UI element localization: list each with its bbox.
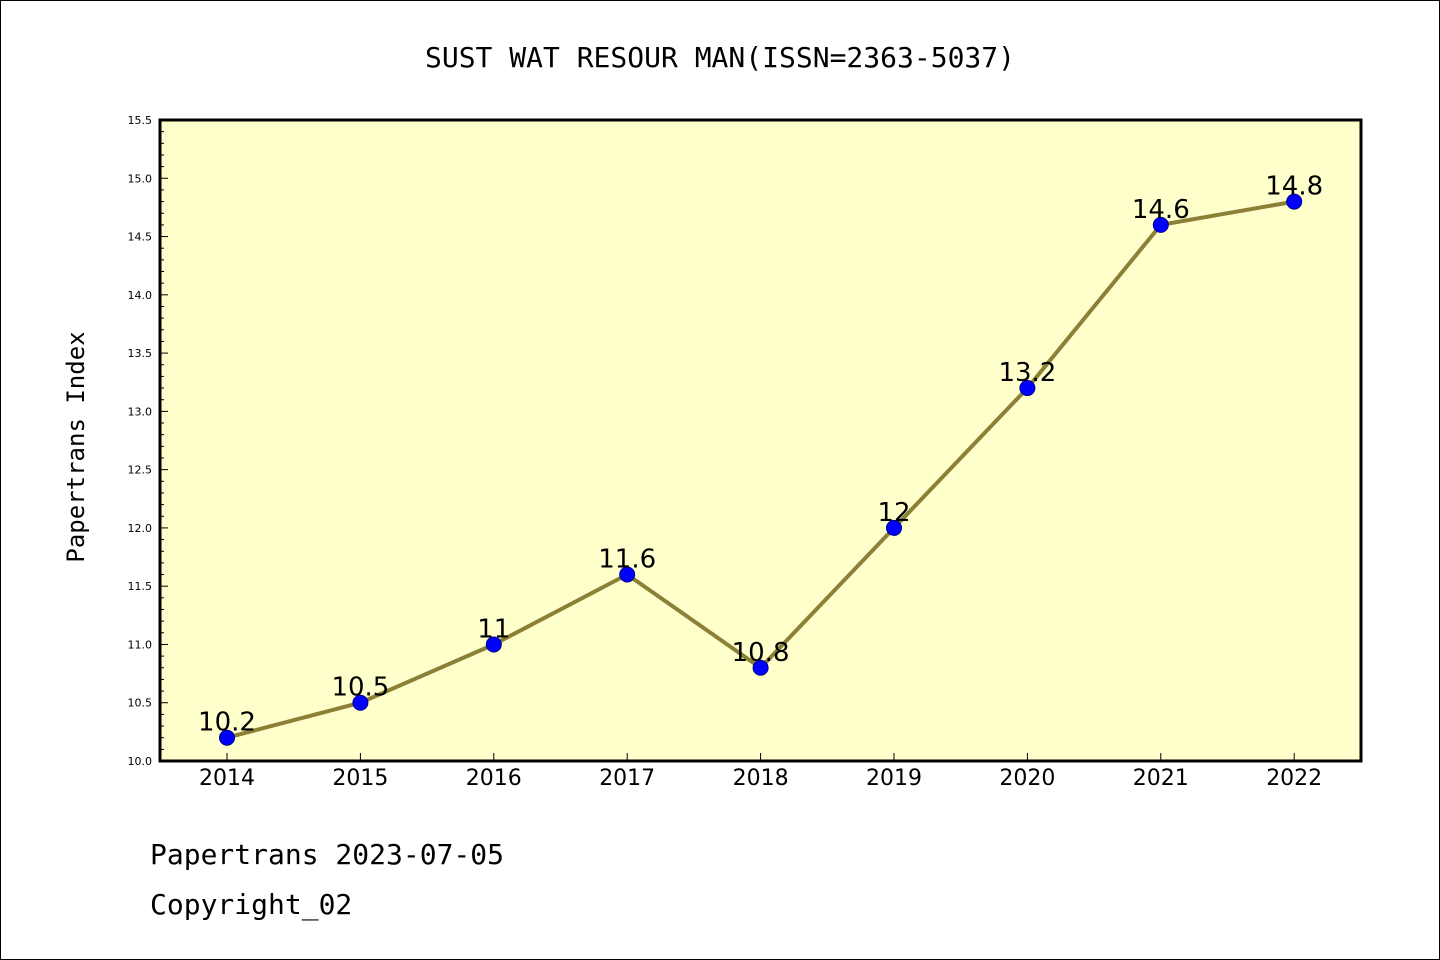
- data-label: 11: [477, 614, 510, 644]
- data-point: [1019, 380, 1036, 397]
- data-point: [352, 694, 369, 711]
- y-tick-label: 12.5: [128, 464, 153, 477]
- y-axis: 10.0 10.5 11.0 11.5 12.0 12.5 13.0 13.5 14.0 14.5…: [128, 114, 168, 768]
- y-tick-label: 15.0: [128, 172, 153, 185]
- x-axis: 2014 2015 2016 2017 2018 2019 2020 2021 2022: [199, 753, 1322, 791]
- data-label: 14.6: [1132, 195, 1190, 225]
- data-label: 10.8: [732, 638, 790, 668]
- data-label: 14.8: [1265, 172, 1323, 202]
- x-tick-label: 2019: [866, 766, 922, 791]
- data-labels: 10.2 10.5 11 11.6 10.8 12 13.2 14.6 14.8: [198, 172, 1323, 738]
- data-label: 10.2: [198, 708, 256, 738]
- data-point: [752, 659, 769, 676]
- y-tick-label: 11.5: [128, 580, 153, 593]
- y-tick-label: 10.5: [128, 697, 153, 710]
- series-markers: [219, 193, 1303, 746]
- data-point: [619, 566, 636, 583]
- y-tick-label: 11.0: [128, 638, 153, 651]
- x-tick-label: 2021: [1133, 766, 1189, 791]
- x-tick-label: 2018: [733, 766, 789, 791]
- data-point: [1152, 216, 1169, 233]
- y-tick-label: 13.0: [128, 405, 153, 418]
- data-point: [485, 636, 502, 653]
- data-point: [219, 729, 235, 746]
- data-label: 12: [877, 498, 910, 528]
- x-tick-label: 2016: [466, 766, 522, 791]
- y-axis-label: Papertrans Index: [62, 331, 90, 562]
- footer-date: Papertrans 2023-07-05: [150, 838, 504, 871]
- y-tick-label: 14.0: [128, 289, 153, 302]
- chart-title: SUST WAT RESOUR MAN(ISSN=2363-5037): [425, 41, 1015, 74]
- y-tick-label: 13.5: [128, 347, 153, 360]
- x-tick-label: 2014: [199, 766, 255, 791]
- footer-copyright: Copyright_02: [150, 888, 352, 922]
- y-tick-label: 15.5: [128, 114, 153, 127]
- y-tick-label: 12.0: [128, 522, 153, 535]
- data-label: 11.6: [598, 545, 656, 575]
- data-point: [886, 519, 902, 536]
- data-label: 10.5: [331, 673, 389, 703]
- data-point: [1286, 193, 1303, 210]
- y-tick-label: 10.0: [128, 755, 153, 768]
- x-tick-label: 2017: [599, 766, 655, 791]
- x-tick-label: 2015: [332, 766, 388, 791]
- data-label: 13.2: [998, 358, 1056, 388]
- x-tick-label: 2020: [999, 766, 1055, 791]
- x-tick-label: 2022: [1266, 766, 1322, 791]
- y-tick-label: 14.5: [128, 231, 153, 244]
